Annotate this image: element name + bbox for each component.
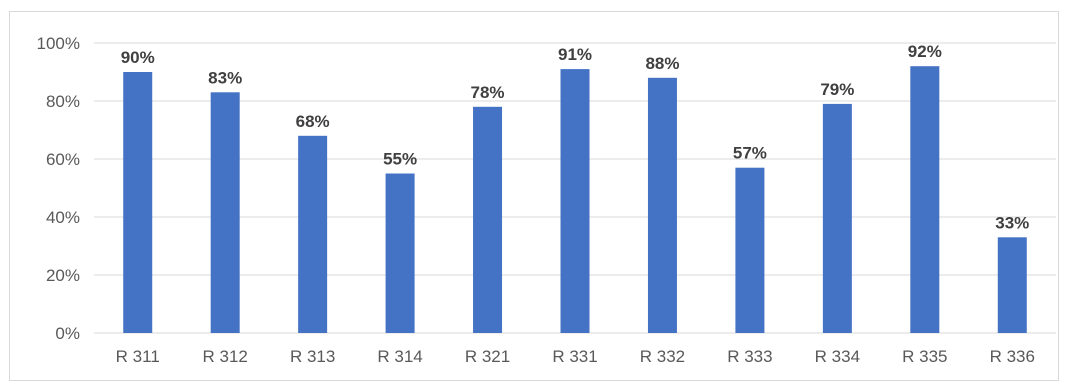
bar [735, 167, 765, 333]
bars [123, 66, 1027, 334]
bar [910, 66, 940, 333]
x-tick-label: R 331 [552, 347, 597, 366]
data-label: 90% [121, 48, 155, 67]
data-label: 78% [471, 83, 505, 102]
data-label: 92% [908, 42, 942, 61]
y-tick-label: 0% [55, 324, 80, 343]
y-tick-label: 40% [46, 208, 80, 227]
x-tick-label: R 311 [116, 347, 160, 366]
x-tick-label: R 332 [640, 347, 685, 366]
x-tick-label: R 313 [290, 347, 335, 366]
data-label: 88% [645, 54, 679, 73]
x-tick-label: R 334 [815, 347, 860, 366]
bar [997, 237, 1027, 333]
x-tick-label: R 314 [377, 347, 422, 366]
y-tick-label: 20% [46, 266, 80, 285]
data-label: 57% [733, 144, 767, 163]
x-tick-label: R 321 [465, 347, 510, 366]
bar [560, 69, 590, 333]
data-label: 83% [208, 68, 242, 87]
x-axis-ticks: R 311 R 312 R 313 R 314 R 321 R 331 R 332 R 333… [116, 347, 1035, 366]
y-tick-label: 100% [37, 34, 80, 53]
y-axis-ticks: 0% 20% 40% 60% 80% 100% [37, 34, 80, 343]
x-tick-label: R 336 [990, 347, 1035, 366]
data-label: 91% [558, 45, 592, 64]
data-label: 79% [820, 80, 854, 99]
x-tick-label: R 312 [202, 347, 247, 366]
data-label: 68% [296, 112, 330, 131]
bar [473, 106, 503, 333]
bar [647, 77, 677, 333]
chart-frame [9, 11, 1059, 381]
y-tick-label: 60% [46, 150, 80, 169]
bar [385, 173, 415, 333]
bar [210, 92, 240, 333]
data-label: 55% [383, 150, 417, 169]
bar [822, 103, 852, 334]
x-tick-label: R 335 [902, 347, 947, 366]
bar [123, 72, 153, 333]
bar [298, 135, 328, 333]
y-tick-label: 80% [46, 92, 80, 111]
data-labels: 90% 83% 68% 55% 78% 91% 88% 57% 79% 92% 33% [121, 42, 1030, 232]
x-tick-label: R 333 [727, 347, 772, 366]
data-label: 33% [995, 213, 1029, 232]
